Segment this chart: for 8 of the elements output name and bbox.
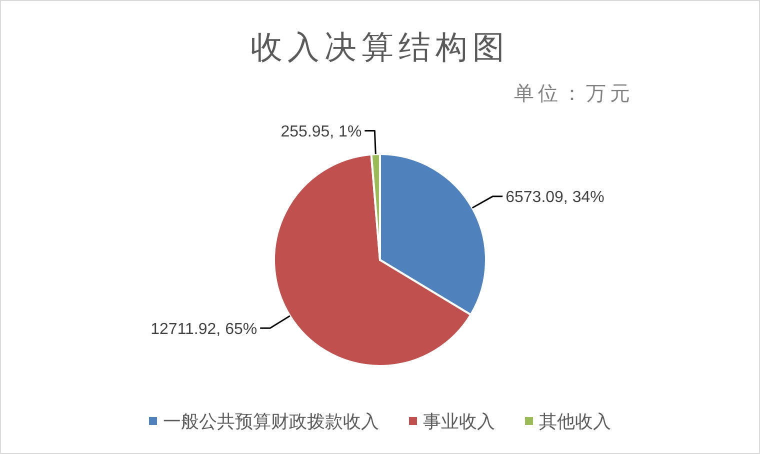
chart-title: 收入决算结构图 — [250, 29, 510, 65]
data-label: 6573.09, 34% — [506, 189, 604, 206]
legend-label: 其他收入 — [539, 411, 611, 432]
legend-label: 事业收入 — [423, 411, 495, 432]
legend-label: 一般公共预算财政拨款收入 — [163, 411, 379, 432]
data-label: 255.95, 1% — [280, 123, 362, 140]
data-label: 12711.92, 65% — [150, 320, 258, 338]
chart-subtitle: 单位：万元 — [514, 83, 634, 105]
